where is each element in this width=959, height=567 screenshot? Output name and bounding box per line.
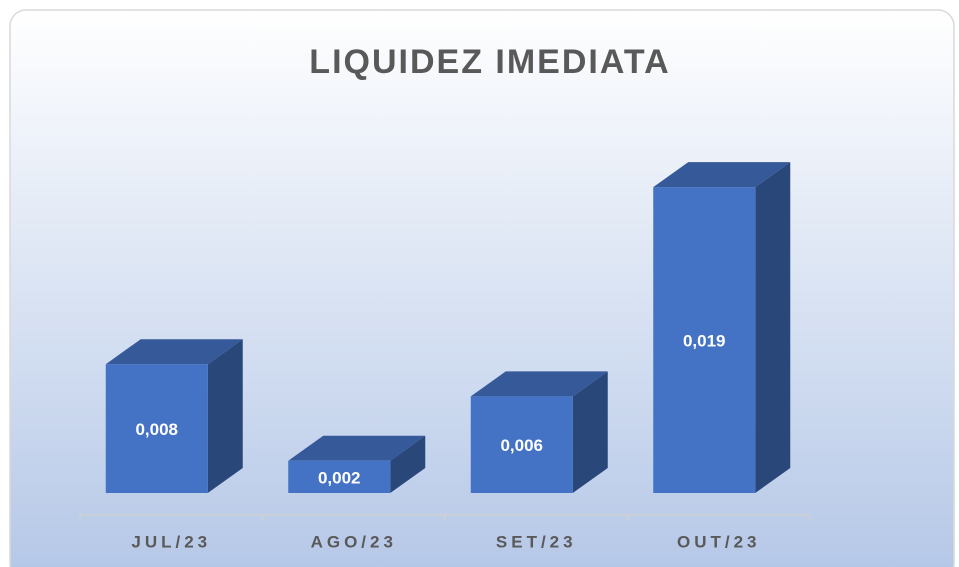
plot-area: JUL/23 0,008 AGO/23 0,002 SET/23 0,006 OUT/23 0… xyxy=(79,162,811,551)
bar xyxy=(653,187,756,493)
data-label: 0,006 xyxy=(500,436,543,455)
bar-top xyxy=(105,339,243,365)
bar-top xyxy=(288,435,426,461)
bar xyxy=(470,396,573,493)
bar-side xyxy=(755,162,791,493)
bar-side xyxy=(207,339,243,493)
data-label: 0,008 xyxy=(135,420,178,439)
x-tick-label: SET/23 xyxy=(496,532,577,551)
x-tick-label: JUL/23 xyxy=(131,532,211,551)
bar-top xyxy=(470,371,608,397)
bar-side xyxy=(390,435,426,493)
data-label: 0,002 xyxy=(318,468,361,487)
bar-side xyxy=(572,371,608,493)
bar xyxy=(105,364,208,493)
data-label: 0,019 xyxy=(683,332,726,351)
bar-top xyxy=(653,162,791,188)
x-tick-label: AGO/23 xyxy=(311,532,397,551)
bar xyxy=(288,460,391,493)
chart-title: LIQUIDEZ IMEDIATA xyxy=(309,43,670,81)
x-tick-label: OUT/23 xyxy=(677,532,761,551)
